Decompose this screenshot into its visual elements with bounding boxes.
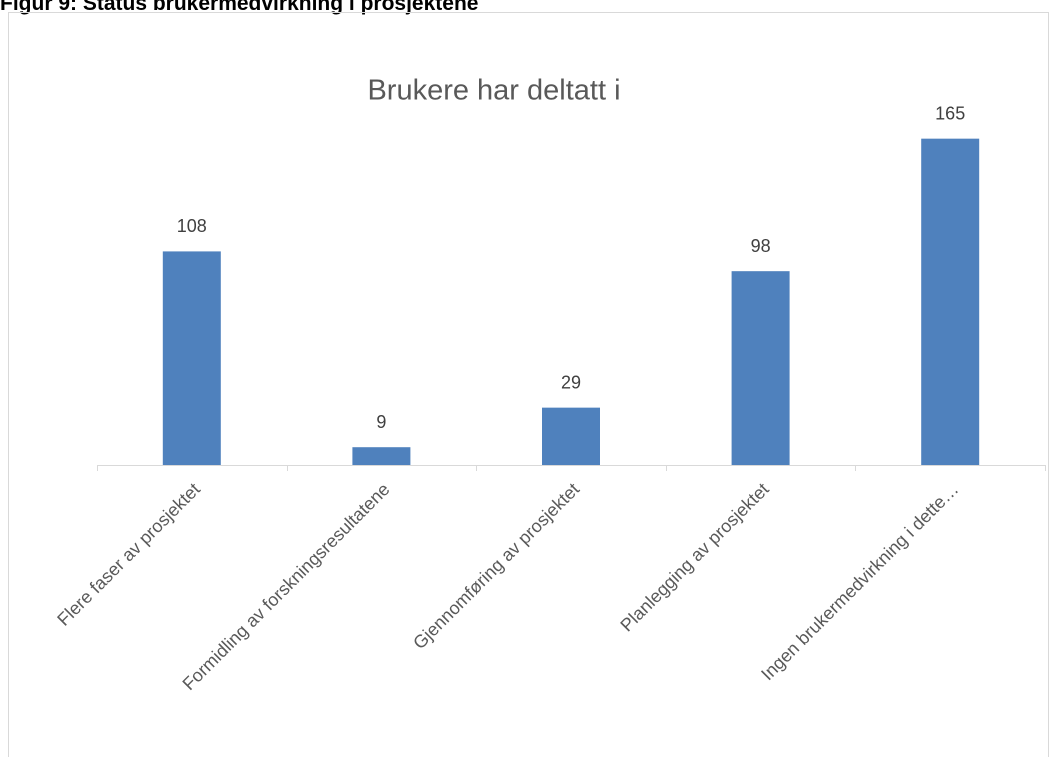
bar: [921, 138, 980, 465]
x-tick-label: Planlegging av prosjektet: [616, 479, 772, 635]
bar: [731, 271, 790, 465]
x-tick-label: Formidling av forskningsresultatene: [179, 479, 394, 694]
data-label: 9: [376, 412, 386, 432]
figure-heading: Figur 9: Status brukermedvirkning i pros…: [0, 0, 478, 15]
data-label: 29: [561, 372, 581, 392]
x-tick-label: Flere faser av prosjektet: [53, 479, 204, 630]
data-label: 98: [751, 236, 771, 256]
bar: [542, 407, 600, 465]
chart-title: Brukere har deltatt i: [367, 75, 620, 107]
data-label: 165: [935, 103, 965, 123]
bar: [162, 251, 221, 465]
x-tick-label: Gjennomføring av prosjektet: [409, 479, 583, 653]
bar: [352, 447, 411, 465]
data-label: 108: [177, 216, 207, 236]
chart-border: [8, 12, 1049, 762]
x-tick-label: Ingen brukermedvirkning i dette…: [757, 479, 962, 684]
